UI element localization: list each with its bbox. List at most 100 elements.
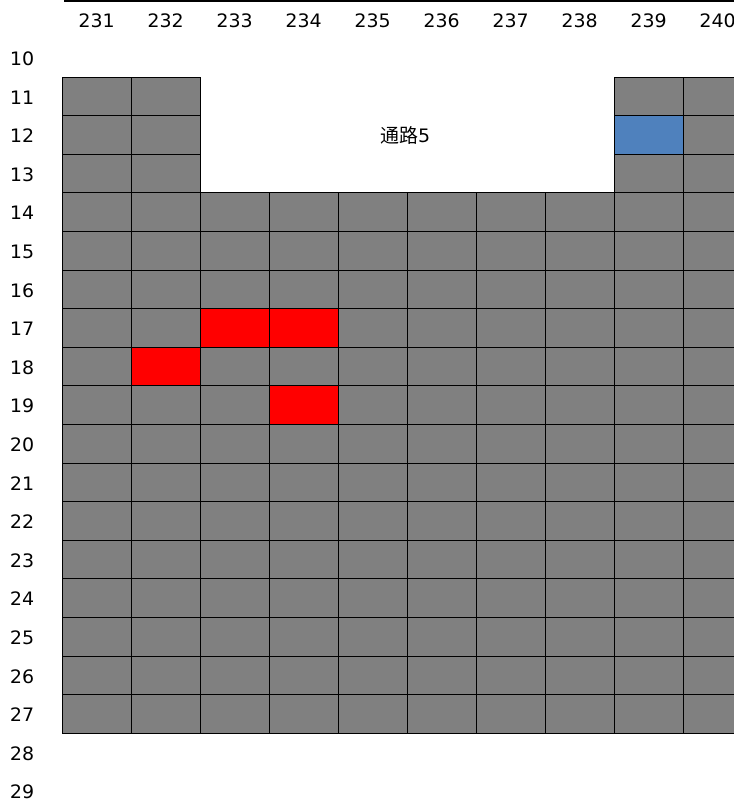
cell-240-11[interactable] (683, 76, 734, 117)
cell-238-18[interactable] (545, 346, 615, 387)
cell-235-15[interactable] (338, 231, 408, 271)
cell-235-18[interactable] (338, 346, 408, 387)
cell-234-14[interactable] (269, 192, 339, 232)
cell-236-23[interactable] (407, 539, 477, 580)
cell-233-18[interactable] (200, 346, 270, 387)
cell-237-15[interactable] (476, 231, 546, 271)
cell-232-25[interactable] (131, 617, 201, 657)
cell-237-26[interactable] (476, 655, 546, 696)
cell-233-15[interactable] (200, 231, 270, 271)
cell-236-19[interactable] (407, 385, 477, 425)
cell-233-26[interactable] (200, 655, 270, 696)
cell-233-23[interactable] (200, 539, 270, 580)
cell-239-20[interactable] (614, 424, 684, 464)
cell-240-12[interactable] (683, 115, 734, 155)
cell-232-20[interactable] (131, 424, 201, 464)
cell-237-24[interactable] (476, 578, 546, 618)
cell-240-18[interactable] (683, 346, 734, 387)
cell-232-14[interactable] (131, 192, 201, 232)
cell-239-18[interactable] (614, 346, 684, 387)
cell-232-22[interactable] (131, 501, 201, 541)
cell-232-11[interactable] (131, 76, 201, 117)
cell-235-25[interactable] (338, 617, 408, 657)
cell-238-24[interactable] (545, 578, 615, 618)
cell-231-27[interactable] (62, 694, 132, 734)
cell-233-19[interactable] (200, 385, 270, 425)
cell-233-20[interactable] (200, 424, 270, 464)
cell-232-21[interactable] (131, 462, 201, 503)
cell-231-23[interactable] (62, 539, 132, 580)
cell-239-24[interactable] (614, 578, 684, 618)
cell-238-16[interactable] (545, 269, 615, 310)
cell-231-16[interactable] (62, 269, 132, 310)
cell-236-16[interactable] (407, 269, 477, 310)
cell-240-22[interactable] (683, 501, 734, 541)
cell-236-25[interactable] (407, 617, 477, 657)
cell-239-21[interactable] (614, 462, 684, 503)
cell-231-17[interactable] (62, 308, 132, 348)
cell-231-15[interactable] (62, 231, 132, 271)
cell-233-22[interactable] (200, 501, 270, 541)
cell-239-13[interactable] (614, 153, 684, 194)
cell-240-20[interactable] (683, 424, 734, 464)
cell-233-24[interactable] (200, 578, 270, 618)
cell-238-21[interactable] (545, 462, 615, 503)
cell-237-16[interactable] (476, 269, 546, 310)
cell-240-26[interactable] (683, 655, 734, 696)
cell-232-15[interactable] (131, 231, 201, 271)
cell-235-21[interactable] (338, 462, 408, 503)
cell-235-22[interactable] (338, 501, 408, 541)
cell-238-27[interactable] (545, 694, 615, 734)
cell-237-18[interactable] (476, 346, 546, 387)
cell-233-16[interactable] (200, 269, 270, 310)
cell-234-26[interactable] (269, 655, 339, 696)
cell-240-27[interactable] (683, 694, 734, 734)
cell-234-20[interactable] (269, 424, 339, 464)
cell-232-18-red[interactable] (131, 346, 201, 387)
cell-236-27[interactable] (407, 694, 477, 734)
cell-233-21[interactable] (200, 462, 270, 503)
cell-239-16[interactable] (614, 269, 684, 310)
cell-234-15[interactable] (269, 231, 339, 271)
cell-236-21[interactable] (407, 462, 477, 503)
cell-231-14[interactable] (62, 192, 132, 232)
cell-236-18[interactable] (407, 346, 477, 387)
cell-240-14[interactable] (683, 192, 734, 232)
cell-240-13[interactable] (683, 153, 734, 194)
cell-236-20[interactable] (407, 424, 477, 464)
cell-233-27[interactable] (200, 694, 270, 734)
cell-234-27[interactable] (269, 694, 339, 734)
cell-239-22[interactable] (614, 501, 684, 541)
cell-240-19[interactable] (683, 385, 734, 425)
cell-231-22[interactable] (62, 501, 132, 541)
cell-232-16[interactable] (131, 269, 201, 310)
cell-232-12[interactable] (131, 115, 201, 155)
cell-235-27[interactable] (338, 694, 408, 734)
cell-239-27[interactable] (614, 694, 684, 734)
cell-234-18[interactable] (269, 346, 339, 387)
cell-235-17[interactable] (338, 308, 408, 348)
cell-231-20[interactable] (62, 424, 132, 464)
cell-238-26[interactable] (545, 655, 615, 696)
cell-238-20[interactable] (545, 424, 615, 464)
cell-239-26[interactable] (614, 655, 684, 696)
cell-234-25[interactable] (269, 617, 339, 657)
cell-235-23[interactable] (338, 539, 408, 580)
cell-236-22[interactable] (407, 501, 477, 541)
cell-232-24[interactable] (131, 578, 201, 618)
cell-231-13[interactable] (62, 153, 132, 194)
cell-235-16[interactable] (338, 269, 408, 310)
cell-239-25[interactable] (614, 617, 684, 657)
cell-232-13[interactable] (131, 153, 201, 194)
cell-239-14[interactable] (614, 192, 684, 232)
cell-239-17[interactable] (614, 308, 684, 348)
cell-237-22[interactable] (476, 501, 546, 541)
cell-234-17-red[interactable] (269, 308, 339, 348)
cell-237-20[interactable] (476, 424, 546, 464)
cell-234-24[interactable] (269, 578, 339, 618)
cell-232-27[interactable] (131, 694, 201, 734)
cell-234-16[interactable] (269, 269, 339, 310)
cell-237-27[interactable] (476, 694, 546, 734)
cell-237-17[interactable] (476, 308, 546, 348)
cell-238-23[interactable] (545, 539, 615, 580)
